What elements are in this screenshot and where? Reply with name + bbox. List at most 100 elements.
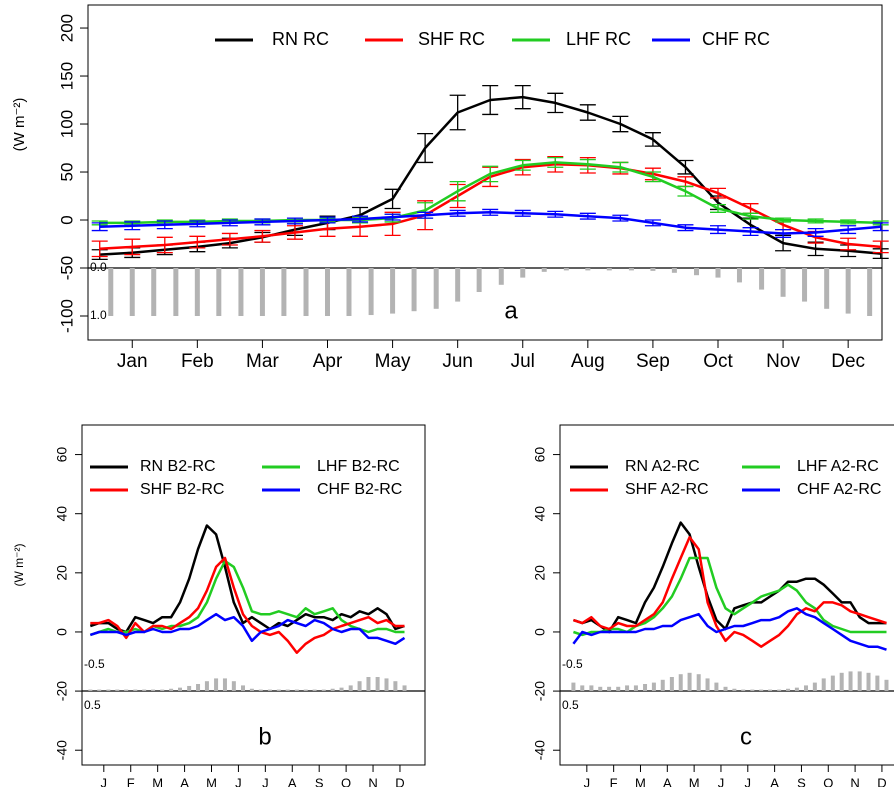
bar [651,682,656,691]
bar [204,681,209,691]
bar [786,688,791,691]
bar [214,678,219,691]
bar [238,268,244,316]
bar [714,682,719,691]
legend-label: LHF B2-RC [317,458,400,475]
x-tick-label: J [584,775,591,787]
bar [741,689,746,691]
bar [303,689,308,691]
x-tick-label: Jul [511,351,535,372]
x-tick-label: A [770,775,779,787]
bar [325,268,331,316]
y-axis-label: (W m⁻²) [11,98,28,152]
bar [241,685,245,691]
legend-label: CHF B2-RC [317,481,402,498]
bar [169,688,174,691]
y-tick-label: 50 [57,163,76,182]
bar [875,675,880,691]
bar [687,672,692,691]
x-tick-label: D [877,775,886,787]
bar [694,268,700,276]
bar [390,268,396,314]
bar [598,686,603,691]
series-line [99,211,881,235]
bar-tick-label: 1.0 [90,308,107,322]
bar [520,268,526,278]
bar [736,268,742,283]
bar [285,689,290,691]
bar [411,268,417,312]
bar [732,688,737,691]
x-tick-label: A [288,775,297,787]
panel-label: a [504,297,518,324]
x-tick-label: F [127,775,135,787]
legend-label: CHF A2-RC [797,481,881,498]
plot-frame [81,424,426,766]
x-tick-label: Feb [181,351,214,372]
bar [671,268,677,273]
legend-label: RN B2-RC [140,458,216,475]
y-tick-label: 60 [532,447,548,463]
bar [750,689,755,691]
plot-frame [87,4,883,341]
bar [259,268,265,316]
bar [715,268,721,278]
bar [633,685,638,691]
x-tick-label: Mar [246,351,279,372]
x-tick-label: J [745,775,752,787]
bar [848,671,853,691]
panel: -40 -20 0 20 40 60 J F M A M J J A S O N D -0.5 0.5 RN A2-RC… [532,424,894,787]
bar [571,682,576,691]
legend-label: LHF A2-RC [797,458,879,475]
bar [303,268,309,316]
x-tick-label: A [663,775,672,787]
bar [384,678,389,691]
bar [541,268,547,272]
bar [196,684,201,691]
bar [660,679,665,691]
bar-tick-label: -0.5 [562,657,583,671]
bar [759,689,764,691]
x-tick-label: D [395,775,404,787]
y-tick-label: 200 [57,14,76,42]
legend-label: CHF RC [702,29,770,49]
bar [780,268,786,297]
x-tick-label: Jan [117,351,148,372]
bar [142,689,147,691]
x-tick-label: J [718,775,725,787]
legend-label: LHF RC [566,29,631,49]
bar [433,268,439,309]
bar [678,674,683,691]
bar [812,682,817,691]
bar [768,689,773,691]
x-tick-label: F [610,775,618,787]
legend-label: RN A2-RC [625,458,700,475]
bar [348,685,353,691]
x-tick-label: M [689,775,700,787]
bar [231,681,236,691]
bar [368,268,374,316]
bar [777,689,782,691]
bar [830,675,835,691]
x-tick-label: Oct [703,351,733,372]
bar [794,687,799,691]
bar [178,687,182,691]
panel: -100 -50 0 50 100 150 200 Jan Feb Mar Apr May Jun Jul… [11,4,889,372]
bar [97,689,102,691]
x-tick-label: Sep [636,351,670,372]
bar [216,268,222,316]
bar [402,685,407,691]
bar [276,689,281,691]
bar [669,677,674,691]
bar [375,677,380,691]
bar [804,685,809,691]
x-tick-label: M [152,775,163,787]
y-tick-label: -50 [57,256,76,281]
y-tick-label: -20 [532,681,548,701]
x-tick-label: J [101,775,108,787]
x-tick-label: J [235,775,242,787]
bar-tick-label: -0.5 [84,657,105,671]
bar [330,688,335,691]
x-tick-label: O [341,775,351,787]
bar [222,678,227,691]
